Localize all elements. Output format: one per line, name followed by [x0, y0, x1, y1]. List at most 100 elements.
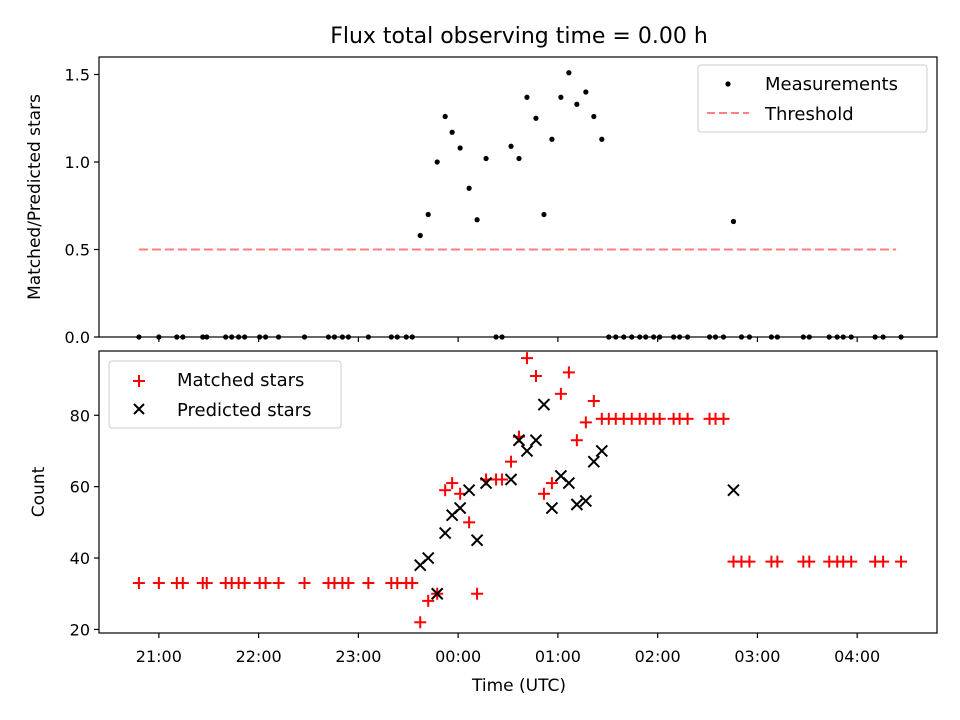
measurement-point [574, 101, 580, 107]
x-tick-label: 02:00 [635, 647, 681, 666]
matched-star-marker [579, 416, 592, 429]
matched-star-marker [176, 577, 189, 590]
legend-matched-marker [133, 375, 145, 387]
x-tick-label: 03:00 [734, 647, 780, 666]
predicted-star-marker [479, 476, 493, 490]
matched-star-marker [298, 577, 311, 590]
matched-star-marker [362, 577, 375, 590]
matched-star-marker [520, 352, 533, 365]
predicted-star-marker [512, 434, 526, 447]
matched-star-marker [406, 577, 419, 590]
measurement-point [730, 218, 737, 225]
predicted-star-marker [529, 434, 543, 447]
predicted-star-marker [504, 473, 518, 486]
bottom-y-axis-label: Count [29, 466, 49, 517]
matched-star-marker [537, 487, 550, 500]
matched-star-marker [570, 434, 583, 447]
matched-star-marker [439, 484, 452, 497]
y-tick-label: 40 [70, 549, 90, 568]
predicted-star-marker [438, 526, 452, 540]
measurement-point [558, 94, 564, 100]
matched-star-marker [529, 369, 542, 382]
legend-predicted-marker [133, 403, 145, 415]
measurement-point [599, 136, 605, 142]
top-legend-box [697, 64, 928, 133]
matched-star-marker [342, 577, 355, 590]
matched-star-marker [845, 555, 858, 568]
matched-star-marker [496, 473, 509, 486]
measurement-point [474, 217, 480, 223]
measurement-point [466, 185, 472, 191]
measurement-point [417, 232, 423, 239]
measurement-point [483, 155, 489, 162]
x-tick-label: 22:00 [236, 647, 282, 666]
y-tick-label: 80 [70, 406, 90, 425]
predicted-star-marker [453, 501, 467, 515]
measurement-point [449, 129, 455, 135]
top-plot-data [136, 70, 904, 340]
predicted-star-marker [422, 551, 435, 565]
predicted-star-marker [570, 498, 584, 511]
predicted-star-marker [470, 533, 484, 547]
top-y-axis-label: Matched/Predicted stars [25, 94, 45, 300]
matched-star-marker [272, 577, 285, 590]
predicted-star-marker [562, 476, 576, 490]
predicted-star-marker [537, 398, 551, 411]
matched-star-marker [554, 387, 567, 400]
matched-star-marker [446, 477, 459, 490]
top-legend: Measurements Threshold [697, 64, 928, 133]
x-axis-label: Time (UTC) [471, 676, 566, 696]
measurement-point [533, 115, 539, 121]
predicted-star-marker [545, 501, 559, 515]
legend-predicted-label: Predicted stars [177, 400, 311, 421]
y-tick-label: 0.5 [65, 241, 90, 260]
top-panel: 0.0 0.5 1.0 1.5 Matched/Predicted stars Mea… [25, 56, 938, 347]
matched-star-marker [259, 577, 272, 590]
y-tick-label: 20 [70, 620, 90, 639]
matched-star-marker [152, 577, 165, 590]
bottom-plot-data [132, 352, 908, 629]
bottom-legend: Matched stars Predicted stars [108, 360, 342, 429]
measurement-point [457, 145, 463, 151]
measurement-point [583, 89, 589, 95]
predicted-star-marker [579, 494, 593, 508]
measurement-point [434, 159, 440, 165]
measurement-point [541, 211, 547, 218]
measurement-point [425, 211, 431, 218]
measurement-point [524, 94, 530, 100]
legend-measurements-marker [725, 81, 731, 87]
bottom-y-ticks: 20 40 60 80 [70, 406, 99, 639]
predicted-star-marker [587, 455, 601, 468]
x-tick-label: 01:00 [535, 647, 581, 666]
matched-star-marker [877, 555, 890, 568]
matched-star-marker [771, 555, 784, 568]
predicted-star-marker [462, 484, 476, 497]
measurement-point [591, 113, 597, 120]
matched-star-marker [471, 587, 484, 600]
bottom-panel: 20 40 60 80 21:00 22:00 23:00 00:00 01:00 02:00 0… [29, 350, 938, 696]
x-tick-label: 00:00 [435, 647, 481, 666]
matched-star-marker [743, 555, 756, 568]
matched-star-marker [681, 412, 694, 425]
matched-star-marker [587, 394, 600, 407]
matched-star-marker [895, 555, 908, 568]
bottom-legend-box [108, 360, 342, 429]
top-axes-frame [98, 56, 938, 338]
matched-star-marker [422, 594, 435, 607]
predicted-star-marker [520, 444, 534, 458]
matched-star-marker [717, 412, 730, 425]
matched-star-marker [200, 577, 213, 590]
top-y-ticks: 0.0 0.5 1.0 1.5 [65, 66, 99, 347]
y-tick-label: 1.5 [65, 66, 90, 85]
matched-star-marker [414, 616, 427, 629]
predicted-star-marker [727, 484, 740, 497]
matched-star-marker [562, 366, 575, 379]
matched-star-marker [653, 412, 666, 425]
y-tick-label: 0.0 [65, 328, 90, 347]
x-tick-label: 23:00 [335, 647, 381, 666]
top-x-ticks [158, 337, 858, 342]
measurement-point [508, 143, 514, 149]
x-tick-label: 04:00 [834, 647, 880, 666]
matched-star-marker [463, 516, 476, 529]
